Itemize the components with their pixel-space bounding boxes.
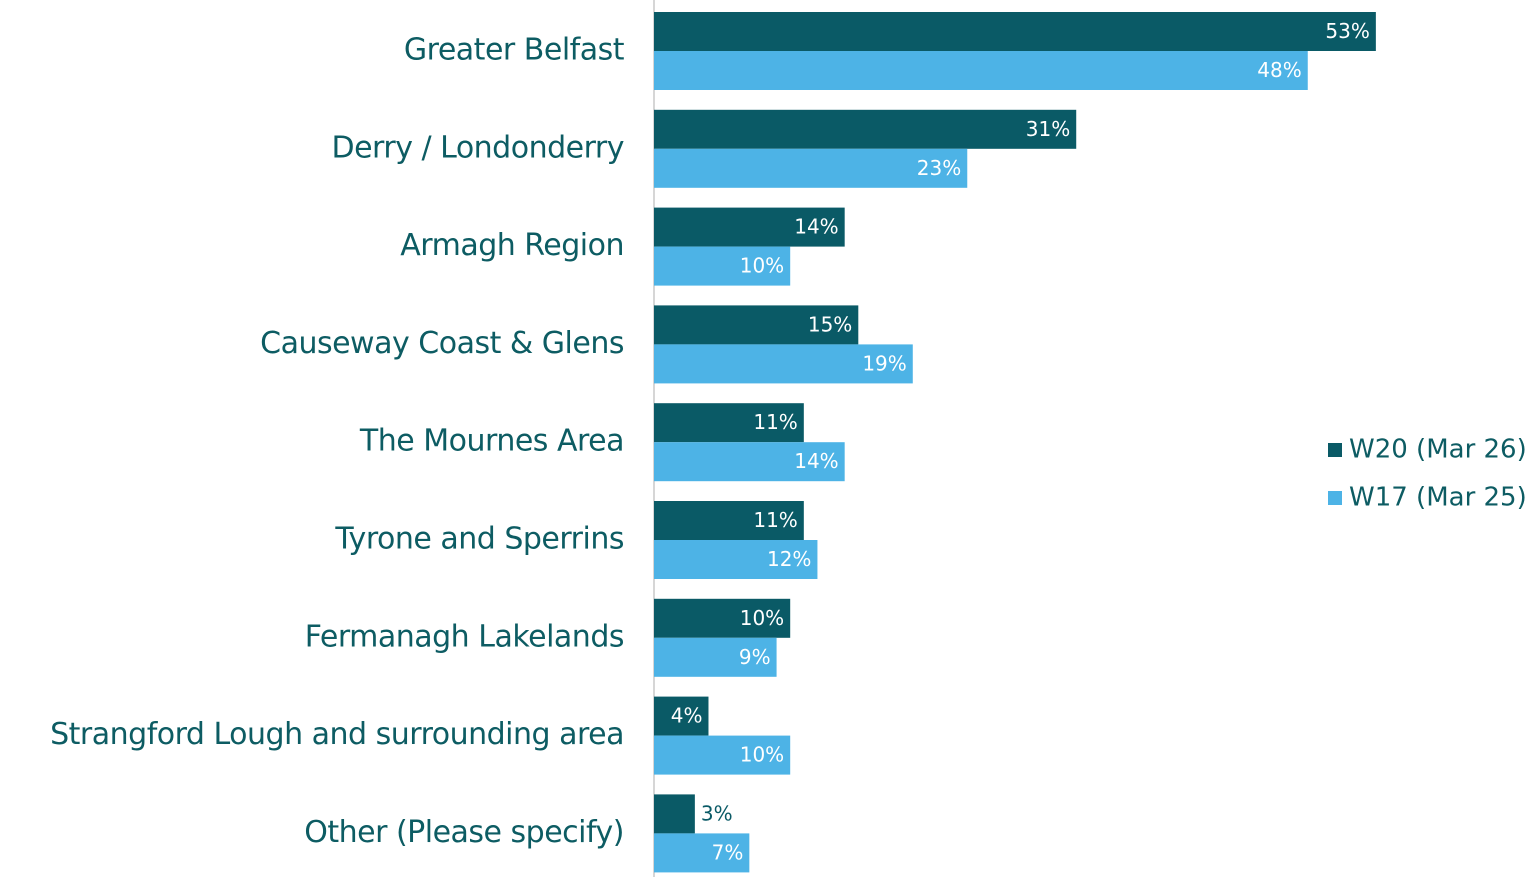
bar (654, 501, 804, 540)
category-label: Strangford Lough and surrounding area (50, 717, 624, 752)
value-label: 15% (808, 312, 852, 336)
value-label: 10% (740, 606, 784, 630)
bar (654, 109, 1077, 149)
category-label: Other (Please specify) (304, 815, 624, 850)
bar (654, 305, 859, 345)
value-label: 10% (740, 254, 784, 278)
bar (654, 735, 791, 775)
bar (654, 540, 818, 579)
value-label: 53% (1325, 19, 1369, 43)
value-label: 14% (794, 215, 838, 239)
category-label: Fermanagh Lakelands (305, 619, 624, 654)
category-label: Greater Belfast (404, 33, 625, 68)
legend-label: W17 (Mar 25) (1349, 483, 1527, 513)
bar (654, 148, 968, 188)
value-label: 14% (794, 449, 838, 473)
value-label: 23% (917, 156, 961, 180)
bar (654, 403, 804, 443)
category-label: Causeway Coast & Glens (260, 326, 624, 361)
bar (654, 442, 845, 482)
bar (654, 794, 695, 834)
bar (654, 637, 777, 677)
bar (654, 344, 913, 384)
value-label: 11% (753, 508, 797, 532)
bar (654, 833, 750, 873)
bar (654, 696, 709, 736)
bar (654, 12, 1376, 51)
value-label: 4% (671, 704, 703, 728)
category-label: Tyrone and Sperrins (334, 522, 624, 557)
value-label: 19% (862, 351, 906, 375)
bar (654, 246, 791, 286)
value-label: 12% (767, 547, 811, 571)
bar (654, 598, 791, 638)
value-label: 7% (712, 840, 744, 864)
value-label: 10% (740, 743, 784, 767)
value-label: 3% (701, 801, 733, 825)
legend-swatch (1328, 443, 1342, 457)
legend-label: W20 (Mar 26) (1349, 435, 1527, 465)
bar (654, 207, 845, 247)
bar (654, 51, 1308, 90)
value-label: 9% (739, 645, 771, 669)
legend-swatch (1328, 491, 1342, 505)
category-label: Derry / Londonderry (332, 130, 625, 165)
category-label: Armagh Region (400, 228, 624, 263)
category-label: The Mournes Area (359, 424, 624, 459)
value-label: 48% (1257, 58, 1301, 82)
value-label: 31% (1026, 117, 1070, 141)
value-label: 11% (753, 410, 797, 434)
